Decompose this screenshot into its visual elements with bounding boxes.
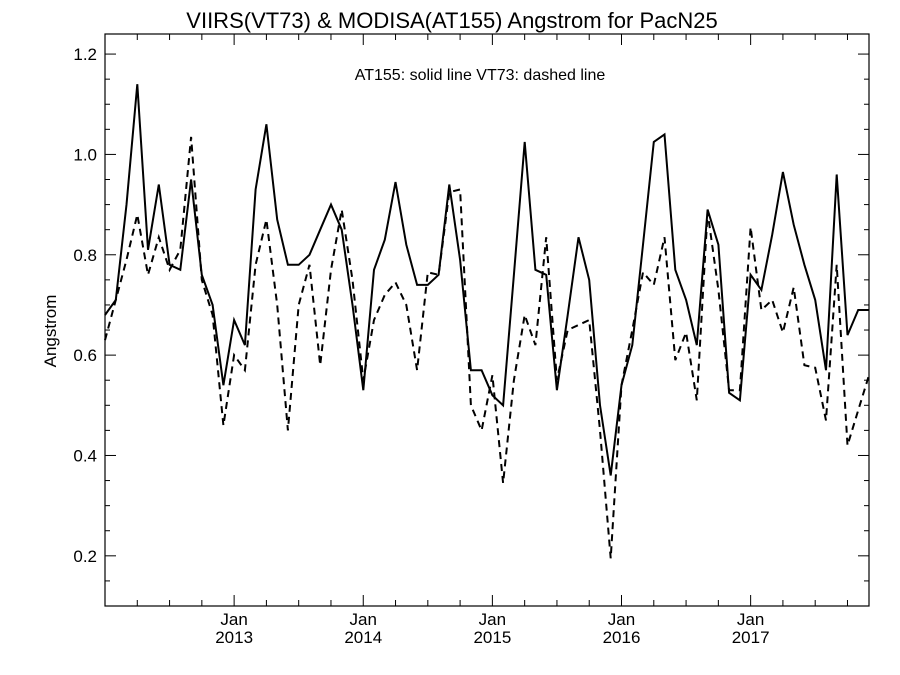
x-tick-label-month: Jan (220, 610, 247, 629)
x-tick-label-year: 2015 (473, 628, 511, 647)
y-axis-label: Angstrom (41, 295, 60, 368)
y-tick-label: 0.6 (73, 346, 97, 365)
x-tick-label-year: 2014 (344, 628, 382, 647)
y-tick-label: 0.8 (73, 246, 97, 265)
chart-annotation: AT155: solid line VT73: dashed line (355, 67, 606, 84)
y-tick-label: 0.2 (73, 547, 97, 566)
series-layer (104, 84, 870, 559)
x-tick-label-year: 2013 (215, 628, 253, 647)
series-line-vt73 (104, 136, 870, 559)
chart-title: VIIRS(VT73) & MODISA(AT155) Angstrom for… (186, 8, 717, 33)
plot-frame (104, 33, 870, 607)
x-tick-label-month: Jan (737, 610, 764, 629)
y-tick-label: 0.4 (73, 446, 97, 465)
ticks-layer: 0.20.40.60.81.01.2Jan2013Jan2014Jan2015J… (73, 34, 869, 647)
x-tick-label-month: Jan (479, 610, 506, 629)
x-tick-label-year: 2016 (603, 628, 641, 647)
y-tick-label: 1.2 (73, 45, 97, 64)
x-tick-label-month: Jan (608, 610, 635, 629)
x-tick-label-month: Jan (350, 610, 377, 629)
series-line-at155 (104, 84, 869, 476)
x-tick-label-year: 2017 (732, 628, 770, 647)
y-tick-label: 1.0 (73, 145, 97, 164)
